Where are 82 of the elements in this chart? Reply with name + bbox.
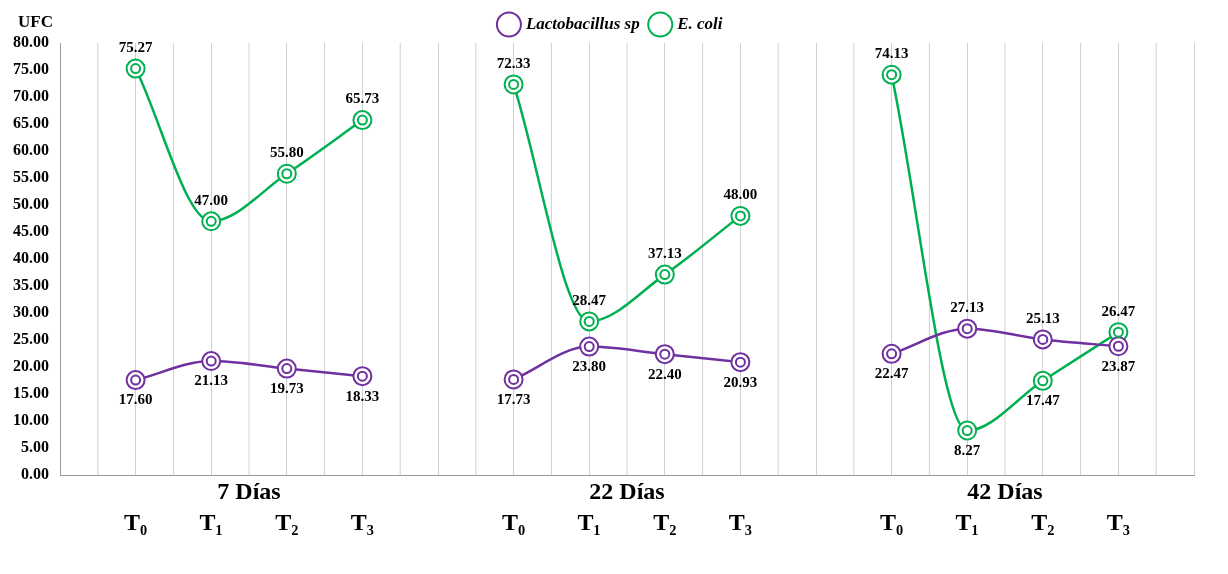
data-label: 74.13 [874, 45, 909, 62]
data-label: 17.73 [496, 390, 531, 407]
point [503, 369, 524, 390]
point [579, 311, 600, 332]
point [201, 351, 222, 372]
y-tick-label: 40.00 [13, 249, 49, 267]
x-tick-label: T₂ [1031, 508, 1055, 535]
point [1032, 329, 1053, 350]
x-tick-label: T₁ [577, 508, 601, 535]
x-tick-label: T₀ [880, 508, 904, 535]
point [957, 420, 978, 441]
data-label: 27.13 [950, 299, 985, 316]
data-label: 26.47 [1101, 302, 1136, 319]
point [201, 211, 222, 232]
data-label: 65.73 [345, 90, 380, 107]
data-label: 17.47 [1025, 392, 1061, 409]
y-tick-label: 50.00 [13, 195, 49, 213]
point [352, 366, 373, 387]
y-tick-label: 35.00 [13, 276, 49, 294]
point [881, 343, 902, 364]
point [730, 205, 751, 226]
text: 7 Días [217, 478, 281, 505]
text: 42 Días [967, 478, 1043, 505]
point [125, 58, 146, 79]
y-tick-label: 20.00 [13, 357, 49, 375]
x-tick-label: T₃ [1106, 508, 1130, 535]
point [503, 74, 524, 95]
data-label: 8.27 [954, 441, 981, 458]
data-label: 19.73 [269, 379, 304, 396]
y-tick-label: 45.00 [13, 222, 49, 240]
y-tick-label: 15.00 [13, 384, 49, 402]
data-label: 21.13 [194, 372, 229, 389]
data-label: 48.00 [723, 186, 758, 203]
data-label: 72.33 [496, 54, 531, 71]
point [654, 264, 675, 285]
data-label: 20.93 [723, 373, 758, 390]
point [654, 344, 675, 365]
x-tick-label: T₃ [728, 508, 752, 535]
y-tick-label: 10.00 [13, 411, 49, 429]
x-tick-label: T₂ [275, 508, 299, 535]
y-tick-label: 65.00 [13, 114, 49, 132]
y-tick-label: 25.00 [13, 330, 49, 348]
x-tick-label: T₂ [653, 508, 677, 535]
y-tick-label: 70.00 [13, 87, 49, 105]
data-label: 55.80 [269, 144, 304, 161]
point [276, 163, 297, 184]
data-label: 22.47 [874, 365, 909, 382]
text: 22 Días [589, 478, 665, 505]
point [957, 318, 978, 339]
legend-label: Lactobacillus sp [524, 13, 640, 33]
x-tick-label: T₀ [124, 508, 148, 535]
point [579, 336, 600, 357]
point [881, 64, 902, 85]
data-label: 22.40 [647, 365, 682, 382]
data-label: 23.87 [1101, 357, 1136, 374]
point [1108, 336, 1129, 357]
y-tick-label: 5.00 [21, 438, 49, 456]
y-tick-label: 80.00 [13, 33, 49, 51]
y-axis-title: UFC [18, 11, 53, 31]
data-label: 25.13 [1025, 309, 1060, 326]
y-tick-label: 60.00 [13, 141, 49, 159]
x-tick-label: T₀ [502, 508, 526, 535]
legend-label: E. coli [676, 13, 723, 33]
data-label: 47.00 [194, 191, 229, 208]
y-tick-label: 0.00 [21, 465, 49, 483]
y-tick-label: 30.00 [13, 303, 49, 321]
y-tick-label: 55.00 [13, 168, 49, 186]
y-tick-label: 75.00 [13, 60, 49, 78]
point [730, 352, 751, 373]
point [352, 110, 373, 131]
data-label: 75.27 [118, 38, 153, 55]
point [125, 370, 146, 391]
data-label: 18.33 [345, 387, 380, 404]
x-tick-label: T₁ [199, 508, 223, 535]
point [276, 358, 297, 379]
data-label: 37.13 [647, 244, 682, 261]
data-label: 28.47 [572, 291, 607, 308]
point [1032, 370, 1053, 391]
data-label: 23.80 [572, 358, 607, 374]
x-tick-label: T₃ [350, 508, 374, 535]
data-label: 17.60 [118, 391, 153, 408]
x-tick-label: T₁ [955, 508, 979, 535]
